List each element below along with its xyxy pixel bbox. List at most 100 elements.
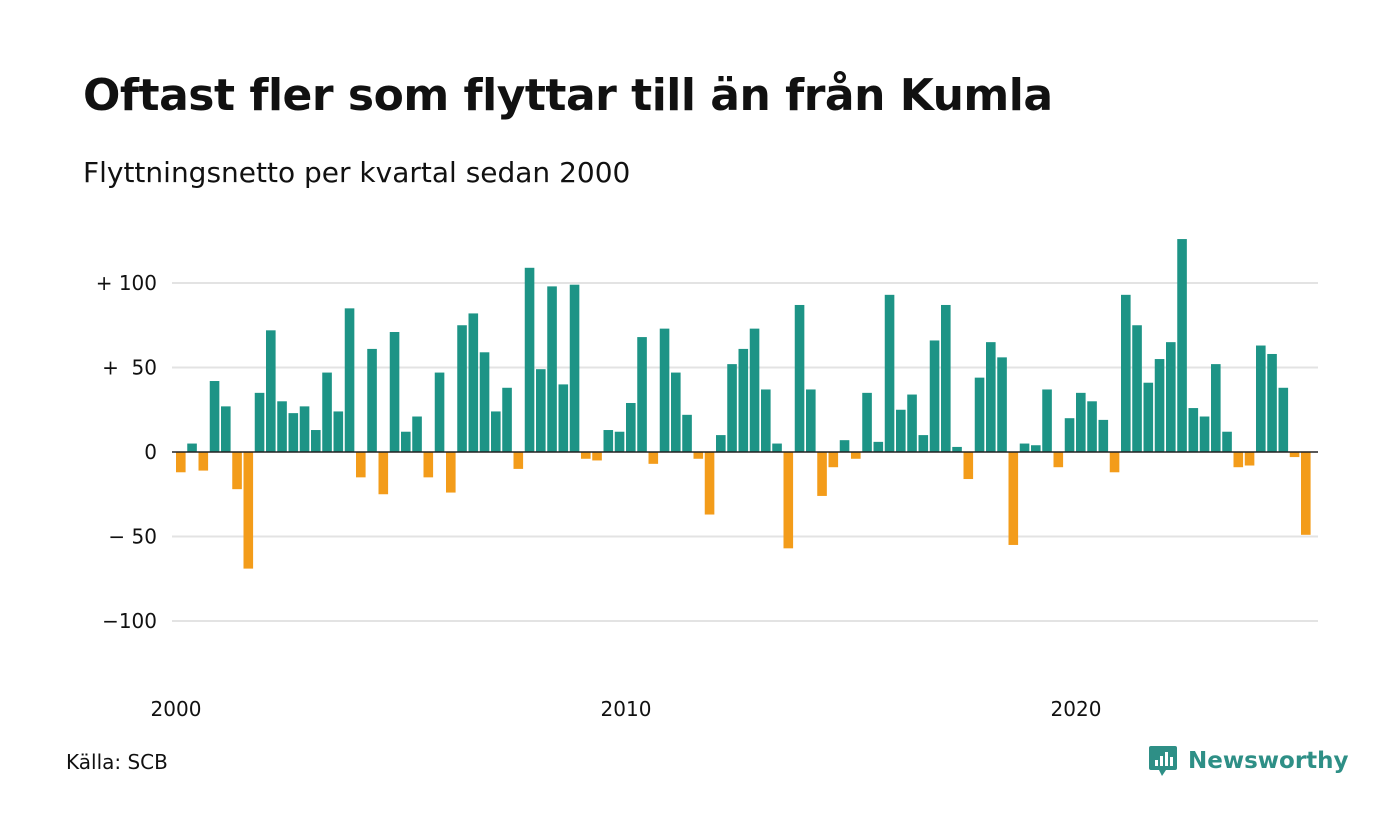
brand-name: Newsworthy	[1188, 748, 1349, 774]
bar	[603, 430, 614, 452]
bar	[918, 435, 929, 452]
bar	[1301, 452, 1311, 535]
y-tick-label: −100	[102, 609, 157, 633]
bar	[1076, 392, 1086, 452]
bar	[941, 304, 951, 452]
bar	[727, 364, 737, 452]
bar	[659, 328, 670, 452]
bar	[558, 384, 569, 452]
bar	[828, 452, 839, 468]
bar	[547, 286, 557, 452]
y-tick-label: + 100	[96, 271, 157, 295]
bar	[1233, 452, 1244, 468]
bar	[1166, 342, 1176, 452]
bar	[221, 406, 231, 452]
bar	[1143, 382, 1154, 452]
bar	[311, 430, 321, 452]
bar	[738, 348, 749, 452]
bar	[794, 304, 805, 452]
bar	[997, 357, 1007, 452]
chart-subtitle: Flyttningsnetto per kvartal sedan 2000	[83, 156, 631, 189]
bar	[378, 452, 389, 495]
bar	[254, 392, 265, 452]
bar	[1199, 416, 1210, 452]
x-tick-label: 2010	[601, 697, 652, 721]
bar	[884, 294, 895, 452]
bar	[783, 452, 794, 549]
bar	[1053, 452, 1064, 468]
bar	[502, 387, 512, 452]
bar	[1019, 443, 1030, 452]
source-note: Källa: SCB	[66, 750, 168, 774]
bar	[907, 394, 917, 452]
bar	[1289, 452, 1300, 458]
bar	[614, 431, 625, 452]
bar	[389, 332, 400, 452]
y-tick-label: − 50	[108, 525, 157, 549]
bar	[288, 413, 299, 452]
x-tick-label: 2000	[151, 697, 202, 721]
bar	[187, 443, 197, 452]
bar	[468, 313, 479, 452]
bar	[176, 452, 186, 473]
bar	[277, 401, 287, 452]
bar	[446, 452, 456, 493]
bar	[862, 392, 872, 452]
bar	[1211, 364, 1221, 452]
bar	[1267, 353, 1277, 452]
bar	[637, 337, 647, 452]
bar	[356, 452, 366, 478]
bar	[1087, 401, 1097, 452]
bar	[524, 267, 535, 452]
bar	[1064, 418, 1075, 452]
bar	[536, 369, 546, 452]
bar	[648, 452, 659, 464]
bar	[963, 452, 974, 480]
bar	[266, 330, 276, 452]
bar	[243, 452, 254, 569]
bar	[1256, 345, 1266, 452]
bar	[806, 389, 816, 452]
bar	[1278, 387, 1289, 452]
bar	[693, 452, 704, 459]
bar	[367, 348, 377, 452]
bar	[986, 342, 996, 452]
bar	[1188, 408, 1199, 452]
bar	[873, 441, 884, 452]
bar	[1109, 452, 1120, 473]
bar	[513, 452, 524, 469]
bar	[761, 389, 771, 452]
bar	[457, 325, 467, 452]
bar	[1098, 419, 1109, 452]
bar	[209, 381, 220, 452]
bar	[423, 452, 434, 478]
bar	[1031, 445, 1041, 452]
bar	[232, 452, 242, 490]
bar	[682, 414, 692, 452]
bar	[749, 328, 760, 452]
bar	[1008, 452, 1019, 545]
bar	[817, 452, 827, 496]
bar	[491, 411, 501, 452]
bar	[299, 406, 310, 452]
bar	[344, 308, 355, 452]
bar	[851, 452, 861, 459]
bar	[1132, 325, 1142, 452]
bar	[1042, 389, 1052, 452]
y-tick-label: + 50	[102, 356, 157, 380]
bar	[952, 446, 962, 452]
x-tick-label: 2020	[1051, 697, 1102, 721]
bar	[1244, 452, 1255, 466]
bar	[1222, 431, 1232, 452]
y-tick-label: 0	[144, 440, 157, 464]
bar	[671, 372, 681, 452]
bar	[1177, 239, 1187, 452]
bar	[974, 377, 985, 452]
bar	[896, 409, 906, 452]
bar	[322, 372, 332, 452]
bar	[581, 452, 591, 459]
brand-logo: Newsworthy	[1148, 744, 1349, 778]
bar	[704, 452, 715, 515]
bar	[626, 402, 636, 452]
